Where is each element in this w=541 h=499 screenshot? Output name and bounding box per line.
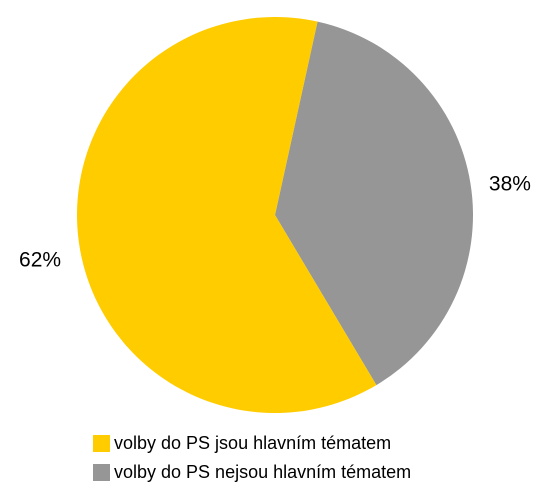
legend-label: volby do PS nejsou hlavním tématem xyxy=(114,462,411,482)
legend-swatch xyxy=(93,435,110,452)
pie-slice xyxy=(77,17,377,414)
legend-swatch xyxy=(93,464,110,481)
pie-slice xyxy=(275,21,474,386)
data-label: 38% xyxy=(489,172,531,195)
legend-label: volby do PS jsou hlavním tématem xyxy=(114,433,391,453)
data-label: 62% xyxy=(19,249,61,272)
